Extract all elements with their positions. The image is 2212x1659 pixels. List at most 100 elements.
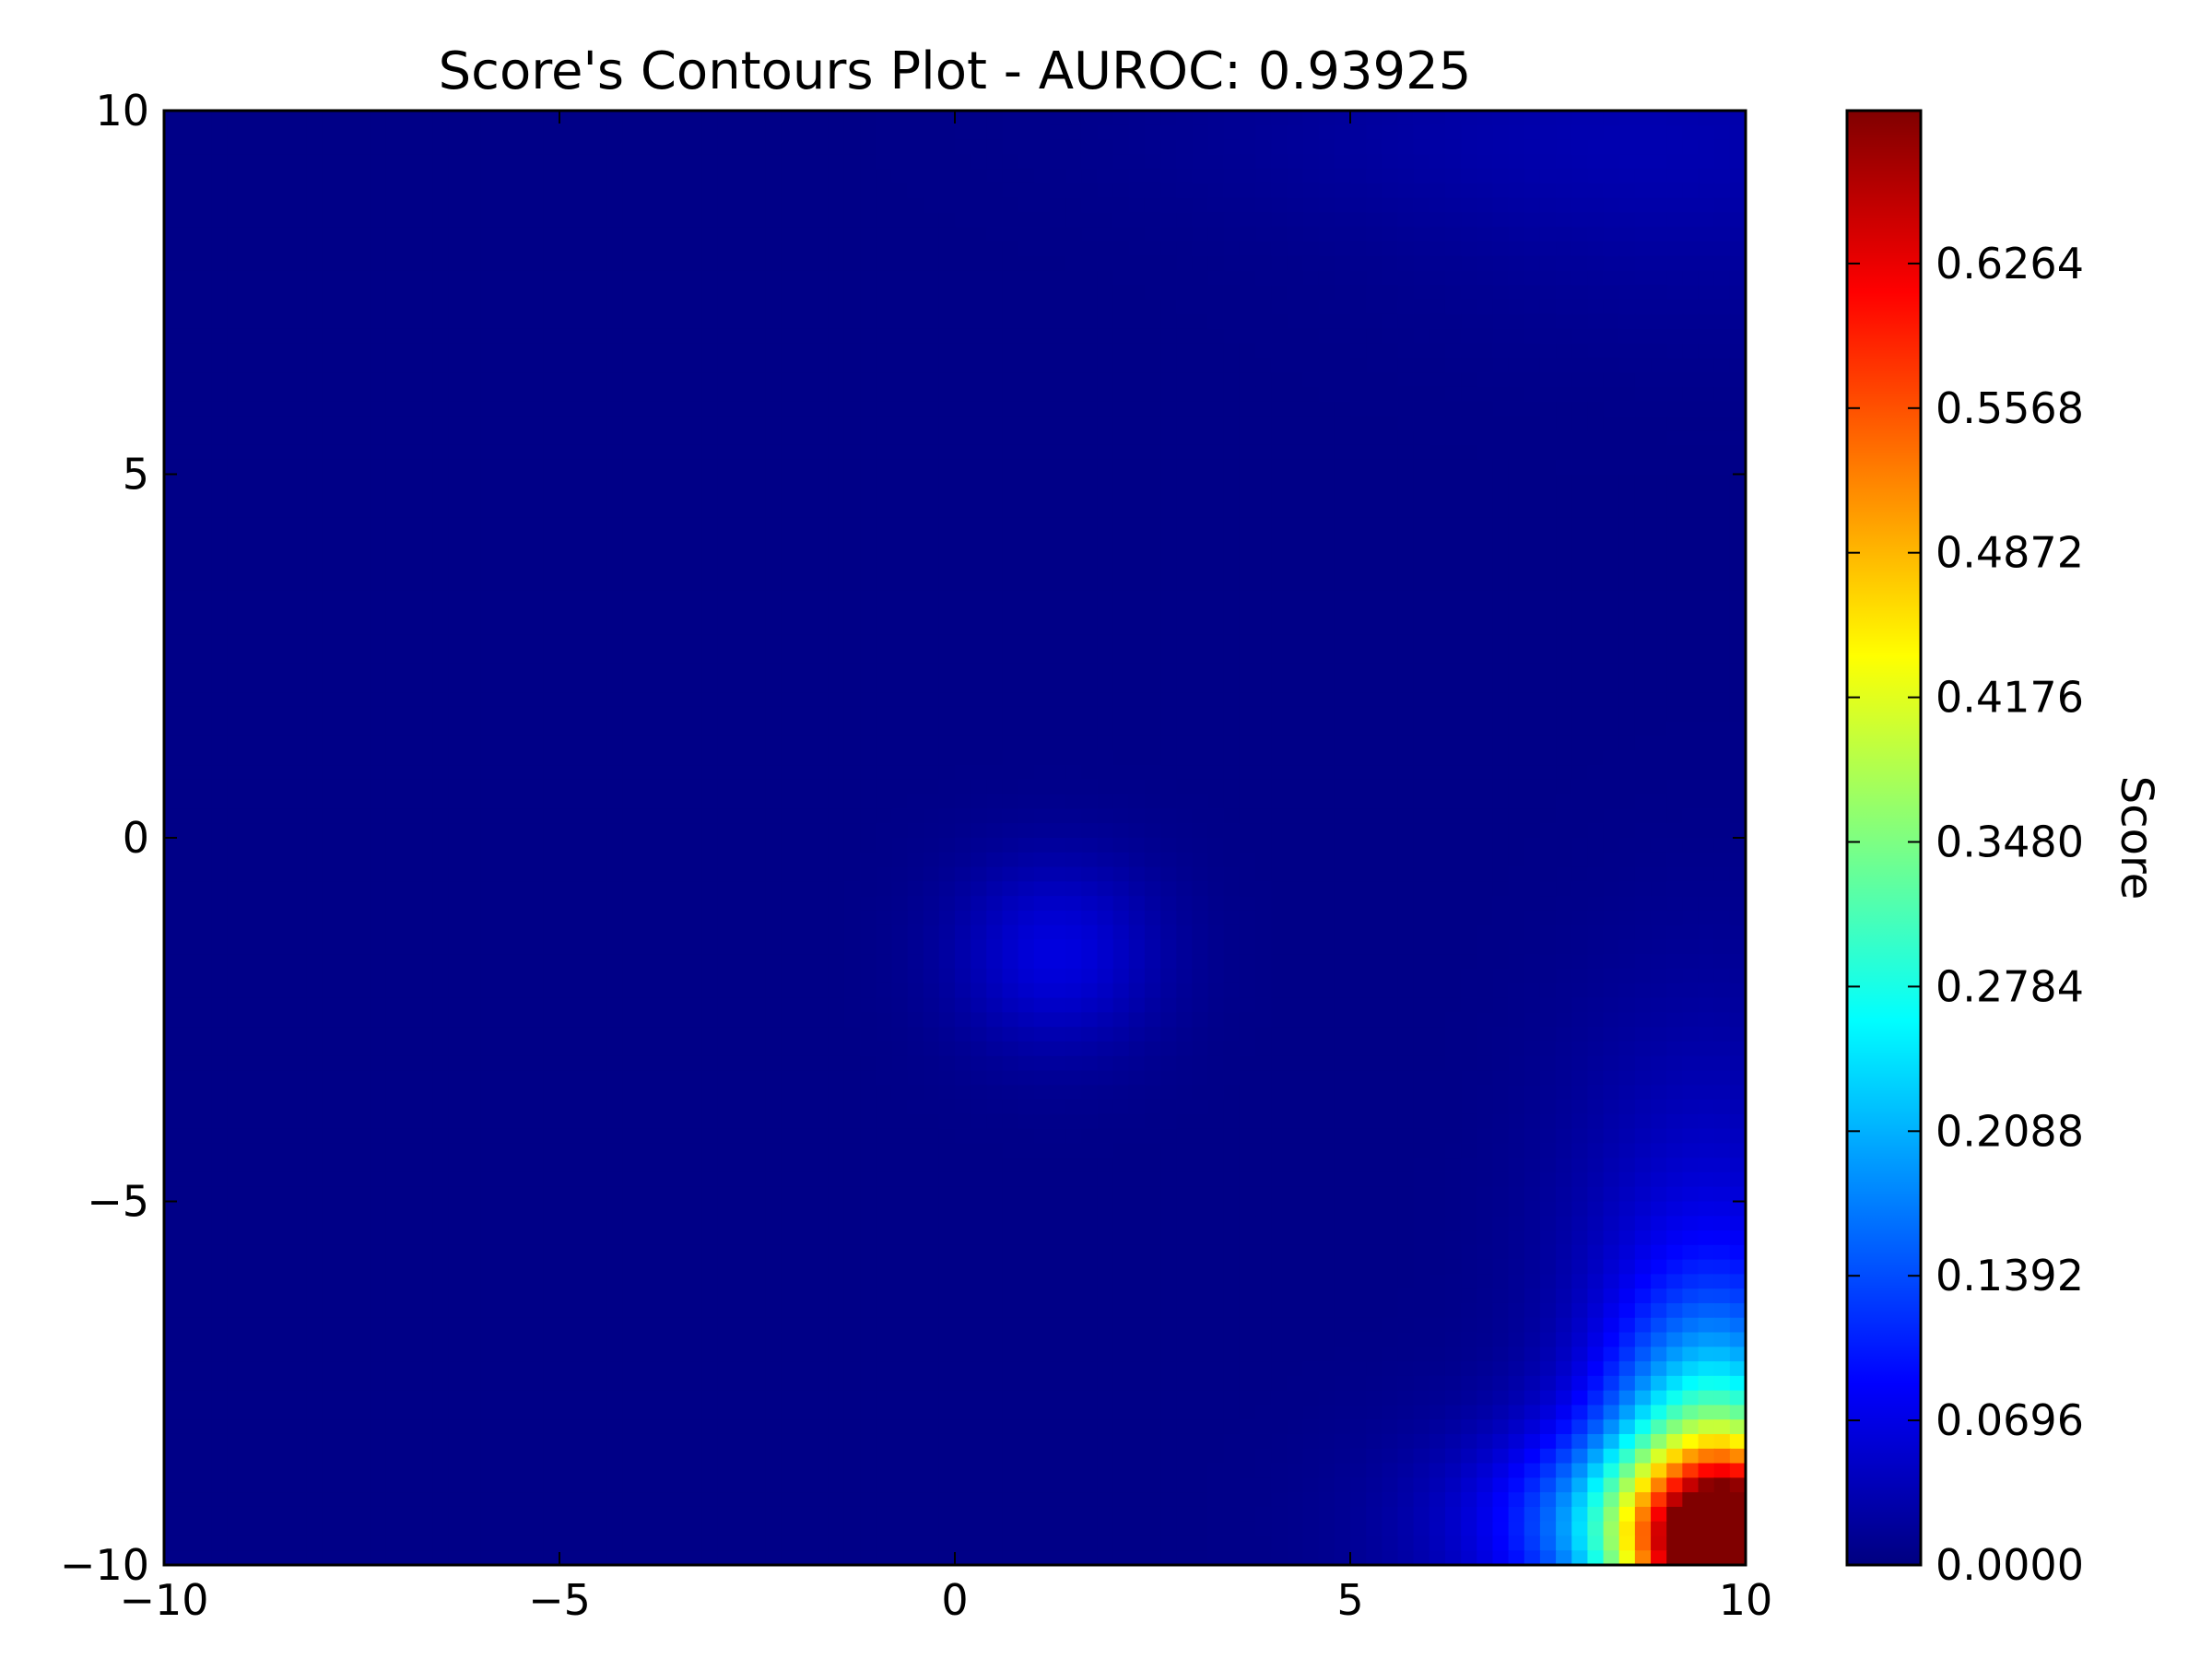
heatmap-cell bbox=[543, 692, 560, 708]
heatmap-cell bbox=[353, 765, 371, 781]
heatmap-cell bbox=[1651, 372, 1668, 388]
heatmap-cell bbox=[1318, 750, 1335, 766]
heatmap-cell bbox=[1176, 503, 1194, 519]
heatmap-cell bbox=[1444, 794, 1463, 810]
heatmap-cell bbox=[543, 227, 560, 242]
heatmap-cell bbox=[1634, 343, 1652, 359]
heatmap-cell bbox=[1382, 663, 1399, 679]
heatmap-cell bbox=[971, 386, 988, 403]
heatmap-cell bbox=[1018, 721, 1035, 737]
heatmap-cell bbox=[322, 605, 339, 621]
heatmap-cell bbox=[370, 459, 387, 476]
heatmap-cell bbox=[1144, 561, 1161, 577]
heatmap-cell bbox=[448, 575, 465, 592]
heatmap-cell bbox=[907, 590, 924, 606]
heatmap-cell bbox=[465, 169, 482, 184]
heatmap-cell bbox=[606, 255, 624, 272]
heatmap-cell bbox=[227, 270, 244, 287]
heatmap-cell bbox=[448, 300, 465, 315]
heatmap-cell bbox=[812, 285, 830, 301]
heatmap-cell bbox=[622, 124, 640, 141]
heatmap-cell bbox=[465, 765, 482, 781]
heatmap-cell bbox=[686, 794, 703, 810]
heatmap-cell bbox=[1065, 590, 1083, 606]
heatmap-cell bbox=[1618, 648, 1636, 665]
heatmap-cell bbox=[496, 197, 513, 214]
heatmap-cell bbox=[717, 430, 735, 446]
heatmap-cell bbox=[1524, 401, 1541, 418]
heatmap-cell bbox=[828, 547, 845, 563]
heatmap-cell bbox=[337, 590, 355, 606]
heatmap-cell bbox=[1461, 648, 1478, 665]
heatmap-cell bbox=[938, 300, 956, 315]
heatmap-cell bbox=[480, 517, 498, 534]
heatmap-cell bbox=[622, 794, 640, 810]
heatmap-cell bbox=[1556, 197, 1573, 214]
heatmap-cell bbox=[322, 255, 339, 272]
heatmap-cell bbox=[1350, 765, 1368, 781]
heatmap-cell bbox=[1556, 808, 1573, 825]
heatmap-cell bbox=[337, 182, 355, 199]
heatmap-cell bbox=[353, 575, 371, 592]
heatmap-cell bbox=[1271, 227, 1288, 242]
heatmap-cell bbox=[1492, 648, 1510, 665]
heatmap-cell bbox=[717, 575, 735, 592]
heatmap-cell bbox=[843, 532, 861, 548]
heatmap-cell bbox=[353, 808, 371, 825]
heatmap-cell bbox=[1413, 255, 1430, 272]
heatmap-cell bbox=[781, 474, 798, 490]
heatmap-cell bbox=[1097, 808, 1114, 825]
heatmap-cell bbox=[1618, 634, 1636, 650]
heatmap-cell bbox=[559, 488, 577, 504]
heatmap-cell bbox=[591, 255, 608, 272]
heatmap-cell bbox=[211, 197, 229, 214]
heatmap-cell bbox=[1018, 313, 1035, 330]
heatmap-cell bbox=[1287, 270, 1304, 287]
heatmap-cell bbox=[1049, 706, 1067, 723]
heatmap-cell bbox=[1366, 794, 1383, 810]
heatmap-cell bbox=[653, 721, 672, 737]
heatmap-cell bbox=[1713, 575, 1731, 592]
heatmap-cell bbox=[638, 328, 655, 345]
heatmap-cell bbox=[1081, 706, 1099, 723]
heatmap-cell bbox=[796, 328, 814, 345]
heatmap-cell bbox=[480, 663, 498, 679]
heatmap-cell bbox=[1571, 648, 1589, 665]
heatmap-cell bbox=[717, 590, 735, 606]
heatmap-cell bbox=[258, 648, 276, 665]
heatmap-cell bbox=[1144, 285, 1161, 301]
heatmap-cell bbox=[1018, 634, 1035, 650]
heatmap-cell bbox=[164, 139, 182, 156]
heatmap-cell bbox=[1081, 182, 1099, 199]
heatmap-cell bbox=[1144, 765, 1161, 781]
heatmap-cell bbox=[1382, 735, 1399, 752]
heatmap-cell bbox=[1603, 372, 1620, 388]
heatmap-cell bbox=[1429, 111, 1446, 126]
heatmap-cell bbox=[1271, 372, 1288, 388]
heatmap-cell bbox=[971, 111, 988, 126]
heatmap-cell bbox=[938, 794, 956, 810]
heatmap-cell bbox=[1207, 765, 1225, 781]
heatmap-cell bbox=[385, 182, 403, 199]
heatmap-cell bbox=[1192, 590, 1209, 606]
heatmap-cell bbox=[638, 547, 655, 563]
heatmap-cell bbox=[1634, 634, 1652, 650]
heatmap-cell bbox=[1651, 270, 1668, 287]
heatmap-cell bbox=[796, 416, 814, 432]
heatmap-cell bbox=[1033, 139, 1051, 156]
heatmap-cell bbox=[781, 241, 798, 257]
heatmap-cell bbox=[575, 169, 593, 184]
heatmap-cell bbox=[1556, 444, 1573, 461]
heatmap-cell bbox=[290, 182, 308, 199]
heatmap-cell bbox=[559, 343, 577, 359]
heatmap-cell bbox=[717, 765, 735, 781]
heatmap-cell bbox=[1682, 139, 1700, 156]
heatmap-cell bbox=[860, 779, 877, 795]
heatmap-cell bbox=[686, 488, 703, 504]
heatmap-cell bbox=[1160, 779, 1178, 795]
heatmap-cell bbox=[1477, 197, 1494, 214]
heatmap-cell bbox=[242, 241, 260, 257]
heatmap-cell bbox=[1350, 706, 1368, 723]
heatmap-cell bbox=[1302, 343, 1320, 359]
heatmap-cell bbox=[1112, 124, 1130, 141]
